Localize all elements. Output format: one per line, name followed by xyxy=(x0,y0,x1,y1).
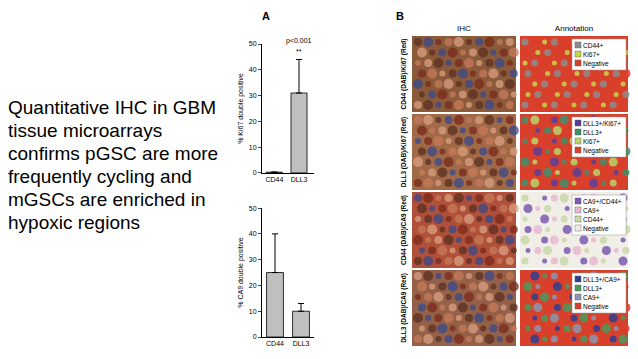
svg-text:0: 0 xyxy=(253,333,257,340)
svg-text:Negative: Negative xyxy=(583,303,609,311)
html-text:tissue microarrays: tissue microarrays xyxy=(8,120,163,141)
svg-text:CD44 (DAB)/Ki67 (Red): CD44 (DAB)/Ki67 (Red) xyxy=(400,39,408,110)
svg-text:0: 0 xyxy=(253,169,257,176)
svg-text:DLL3+: DLL3+ xyxy=(583,129,603,136)
svg-text:40: 40 xyxy=(249,66,257,73)
svg-text:CA9+: CA9+ xyxy=(583,294,600,301)
html-text:mGSCs are enriched in: mGSCs are enriched in xyxy=(8,189,206,210)
html-text:Quantitative IHC in GBM: Quantitative IHC in GBM xyxy=(8,97,216,118)
svg-text:CA9+/CD44+: CA9+/CD44+ xyxy=(583,198,622,205)
svg-text:Negative: Negative xyxy=(583,225,609,233)
svg-text:**: ** xyxy=(296,48,302,55)
svg-text:Ki67+: Ki67+ xyxy=(583,51,600,58)
svg-text:CD44: CD44 xyxy=(266,340,284,347)
svg-text:DLL3+/Ki67+: DLL3+/Ki67+ xyxy=(583,120,621,127)
svg-text:CA9+: CA9+ xyxy=(583,207,600,214)
svg-text:IHC: IHC xyxy=(457,24,471,33)
svg-text:50: 50 xyxy=(249,205,257,212)
svg-text:CD44+: CD44+ xyxy=(583,42,604,49)
svg-text:DLL3: DLL3 xyxy=(293,340,310,347)
svg-text:10: 10 xyxy=(249,144,257,151)
svg-text:DLL3+: DLL3+ xyxy=(583,285,603,292)
svg-text:20: 20 xyxy=(249,118,257,125)
svg-text:B: B xyxy=(396,10,404,22)
svg-text:Negative: Negative xyxy=(583,147,609,155)
svg-text:10: 10 xyxy=(249,308,257,315)
svg-text:Ki67+: Ki67+ xyxy=(583,138,600,145)
svg-text:DLL3+/CA9+: DLL3+/CA9+ xyxy=(583,276,621,283)
svg-text:CD44+: CD44+ xyxy=(583,216,604,223)
html-text:frequently cycling and: frequently cycling and xyxy=(8,166,192,187)
svg-text:50: 50 xyxy=(249,40,257,47)
svg-text:20: 20 xyxy=(249,282,257,289)
svg-text:Annotation: Annotation xyxy=(555,24,593,33)
svg-text:Negative: Negative xyxy=(583,60,609,68)
svg-text:40: 40 xyxy=(249,230,257,237)
svg-text:DLL3 (DAB)/CA9 (Red): DLL3 (DAB)/CA9 (Red) xyxy=(400,273,408,343)
svg-text:p<0.001: p<0.001 xyxy=(286,37,312,45)
svg-text:30: 30 xyxy=(249,256,257,263)
svg-text:DLL3 (DAB)/Ki67 (Red): DLL3 (DAB)/Ki67 (Red) xyxy=(400,117,408,187)
svg-text:% Ki67 double positive: % Ki67 double positive xyxy=(237,73,245,144)
svg-text:A: A xyxy=(262,10,270,22)
html-text:confirms pGSC are more: confirms pGSC are more xyxy=(8,143,219,164)
svg-text:DLL3: DLL3 xyxy=(291,176,308,183)
svg-text:CD44 (DAB)/CA9 (Red): CD44 (DAB)/CA9 (Red) xyxy=(400,195,408,265)
svg-text:CD44: CD44 xyxy=(265,176,283,183)
html-text:hypoxic regions: hypoxic regions xyxy=(8,212,140,233)
svg-text:30: 30 xyxy=(249,92,257,99)
svg-text:% CA9 double positive: % CA9 double positive xyxy=(237,237,245,308)
